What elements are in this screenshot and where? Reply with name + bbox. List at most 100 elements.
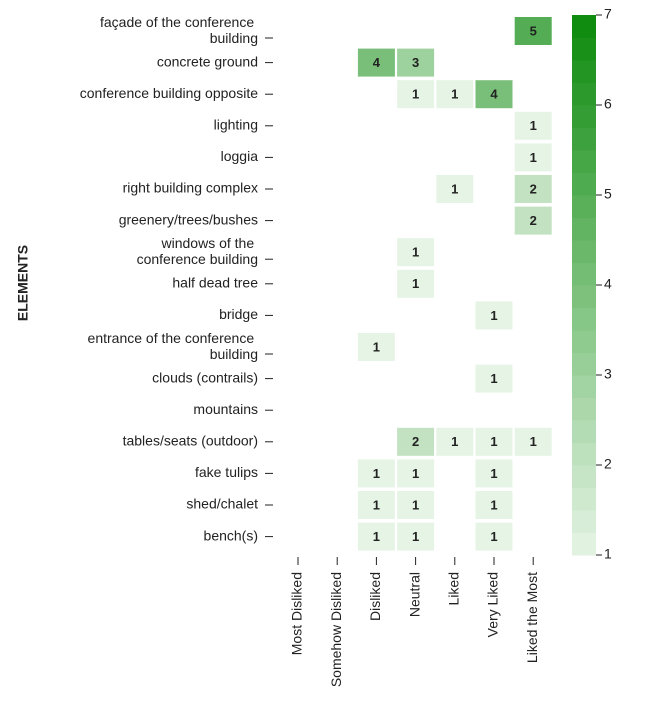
y-tick-label: façade of the conference building <box>100 14 258 46</box>
cell-label: 1 <box>490 371 497 386</box>
heat-cell <box>397 48 435 77</box>
colorbar-step <box>572 262 596 286</box>
y-tick-label: loggia <box>221 148 259 164</box>
colorbar-tick-label: 6 <box>604 96 612 112</box>
heat-cell <box>475 301 513 330</box>
heat-cell <box>475 80 513 109</box>
y-tick-label: bench(s) <box>204 527 258 543</box>
colorbar-step <box>572 82 596 106</box>
y-tick-label: bridge <box>219 306 258 322</box>
y-tick-label: mountains <box>193 401 258 417</box>
heat-cell <box>514 427 552 456</box>
colorbar-step <box>572 15 596 38</box>
cell-label: 1 <box>412 466 419 481</box>
cell-label: 1 <box>451 181 458 196</box>
cell-label: 5 <box>530 23 537 38</box>
cell-label: 1 <box>412 529 419 544</box>
colorbar-step <box>572 37 596 61</box>
cell-label: 1 <box>490 466 497 481</box>
heat-cell <box>514 143 552 172</box>
y-tick-label: entrance of the conference building <box>88 330 258 362</box>
cell-label: 1 <box>451 87 458 102</box>
cell-label: 1 <box>490 529 497 544</box>
colorbar-tick-label: 5 <box>604 186 612 202</box>
y-tick-label: greenery/trees/bushes <box>119 211 258 227</box>
cell-label: 3 <box>412 55 419 70</box>
colorbar-step <box>572 240 596 263</box>
heat-cell <box>397 427 435 456</box>
cell-label: 2 <box>530 181 537 196</box>
heat-cell <box>397 238 435 267</box>
y-tick-label: half dead tree <box>172 275 258 291</box>
colorbar-step <box>572 195 596 218</box>
heat-cell <box>514 17 552 45</box>
y-tick-label: concrete ground <box>157 53 258 69</box>
colorbar-step <box>572 442 596 466</box>
colorbar-step <box>572 465 596 488</box>
colorbar-step <box>572 127 596 151</box>
heat-cell <box>475 491 513 519</box>
colorbar-step <box>572 510 596 533</box>
heat-cell <box>397 80 435 109</box>
heat-cell <box>397 522 435 551</box>
x-tick-label: Somehow Disliked <box>328 572 344 687</box>
heat-cell <box>397 269 435 298</box>
colorbar-tick-label: 4 <box>604 276 612 292</box>
cell-label: 1 <box>373 339 380 354</box>
x-tick-label: Neutral <box>406 572 422 617</box>
x-tick-label: Disliked <box>367 572 383 621</box>
heat-cell <box>514 206 552 235</box>
colorbar-step <box>572 397 596 421</box>
colorbar-tick-label: 7 <box>604 6 612 22</box>
heat-cell <box>436 80 474 109</box>
cell-label: 1 <box>412 245 419 260</box>
colorbar-step <box>572 172 596 196</box>
y-tick-label: shed/chalet <box>186 496 258 512</box>
cell-label: 1 <box>373 497 380 512</box>
y-tick-label: fake tulips <box>195 464 258 480</box>
colorbar-tick-label: 3 <box>604 366 612 382</box>
colorbar-step <box>572 105 596 128</box>
y-axis-title: ELEMENTS <box>15 245 31 321</box>
heat-cell <box>357 459 395 488</box>
cell-label: 4 <box>490 87 498 102</box>
cell-label: 1 <box>530 434 537 449</box>
cell-label: 1 <box>412 276 419 291</box>
colorbar-step <box>572 150 596 173</box>
colorbar-step <box>572 420 596 443</box>
cell-label: 1 <box>373 466 380 481</box>
heat-cell <box>475 522 513 551</box>
x-tick-label: Liked the Most <box>524 572 540 663</box>
heat-cell <box>475 427 513 456</box>
y-tick-label: tables/seats (outdoor) <box>123 433 258 449</box>
cell-label: 1 <box>412 87 419 102</box>
colorbar-step <box>572 352 596 376</box>
colorbar-step <box>572 307 596 331</box>
heat-cell <box>436 427 474 456</box>
x-tick-label: Most Disliked <box>289 572 305 655</box>
y-tick-label: clouds (contrails) <box>152 369 258 385</box>
x-tick-label: Very Liked <box>485 572 501 637</box>
y-tick-label: lighting <box>214 117 258 133</box>
colorbar-step <box>572 532 596 556</box>
heat-cell <box>397 459 435 488</box>
cell-label: 2 <box>412 434 419 449</box>
colorbar-step <box>572 487 596 511</box>
colorbar-step <box>572 375 596 398</box>
heat-cell <box>475 459 513 488</box>
cell-label: 1 <box>530 150 537 165</box>
heat-cell <box>357 522 395 551</box>
cell-label: 1 <box>451 434 458 449</box>
heat-cell <box>357 491 395 519</box>
cell-label: 1 <box>490 497 497 512</box>
cell-label: 1 <box>412 497 419 512</box>
colorbar-step <box>572 285 596 308</box>
heat-cell <box>397 491 435 519</box>
colorbar-step <box>572 217 596 241</box>
colorbar-step <box>572 330 596 353</box>
cell-label: 1 <box>373 529 380 544</box>
heat-cell <box>436 175 474 203</box>
heat-cell <box>357 333 395 361</box>
cell-label: 2 <box>530 213 537 228</box>
